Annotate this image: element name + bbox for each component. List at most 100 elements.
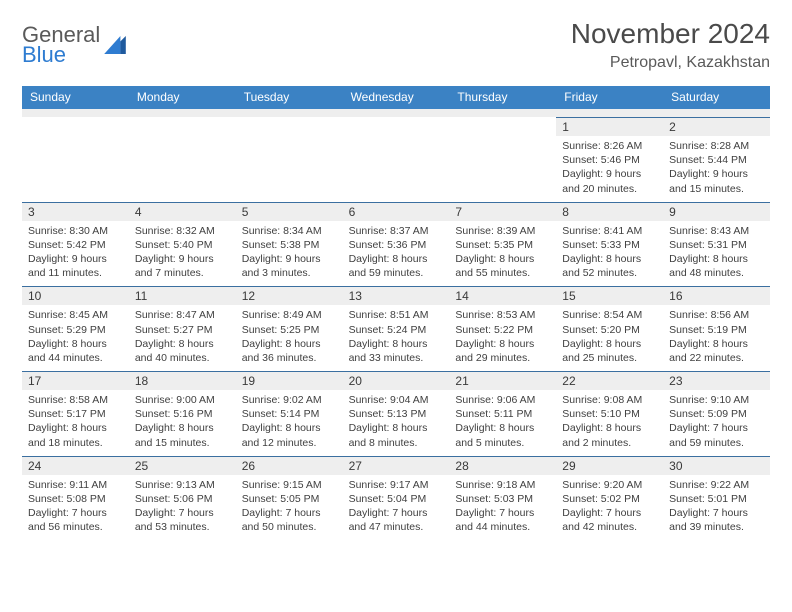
day-number: 16 — [663, 286, 770, 305]
sunrise-text: Sunrise: 8:51 AM — [349, 308, 444, 322]
sunrise-text: Sunrise: 8:26 AM — [562, 139, 657, 153]
sunset-text: Sunset: 5:05 PM — [242, 492, 337, 506]
sunset-text: Sunset: 5:31 PM — [669, 238, 764, 252]
calendar-day-cell: 12Sunrise: 8:49 AMSunset: 5:25 PMDayligh… — [236, 286, 343, 371]
day-number: 27 — [343, 456, 450, 475]
day-info: Sunrise: 9:08 AMSunset: 5:10 PMDaylight:… — [556, 390, 663, 456]
sunrise-text: Sunrise: 8:28 AM — [669, 139, 764, 153]
day-number: 18 — [129, 371, 236, 390]
day-info: Sunrise: 9:13 AMSunset: 5:06 PMDaylight:… — [129, 475, 236, 541]
daylight-line1: Daylight: 7 hours — [28, 506, 123, 520]
daylight-line1: Daylight: 8 hours — [455, 252, 550, 266]
calendar-day-cell — [343, 117, 450, 202]
daylight-line2: and 22 minutes. — [669, 351, 764, 365]
daylight-line2: and 12 minutes. — [242, 436, 337, 450]
daylight-line2: and 55 minutes. — [455, 266, 550, 280]
day-number: 14 — [449, 286, 556, 305]
header-spacer — [22, 109, 770, 117]
calendar-day-cell: 1Sunrise: 8:26 AMSunset: 5:46 PMDaylight… — [556, 117, 663, 202]
day-number: 20 — [343, 371, 450, 390]
daylight-line2: and 50 minutes. — [242, 520, 337, 534]
daylight-line1: Daylight: 7 hours — [135, 506, 230, 520]
sunset-text: Sunset: 5:29 PM — [28, 323, 123, 337]
sunrise-text: Sunrise: 8:47 AM — [135, 308, 230, 322]
day-number: 25 — [129, 456, 236, 475]
day-number: 22 — [556, 371, 663, 390]
sunset-text: Sunset: 5:25 PM — [242, 323, 337, 337]
daylight-line1: Daylight: 8 hours — [349, 252, 444, 266]
daylight-line1: Daylight: 8 hours — [135, 421, 230, 435]
daylight-line1: Daylight: 8 hours — [349, 337, 444, 351]
daylight-line2: and 8 minutes. — [349, 436, 444, 450]
daylight-line1: Daylight: 8 hours — [28, 421, 123, 435]
daylight-line1: Daylight: 8 hours — [562, 252, 657, 266]
day-number: 1 — [556, 117, 663, 136]
daylight-line1: Daylight: 8 hours — [562, 421, 657, 435]
sunset-text: Sunset: 5:02 PM — [562, 492, 657, 506]
day-info: Sunrise: 9:20 AMSunset: 5:02 PMDaylight:… — [556, 475, 663, 541]
day-number: 7 — [449, 202, 556, 221]
day-number: 3 — [22, 202, 129, 221]
day-info: Sunrise: 8:26 AMSunset: 5:46 PMDaylight:… — [556, 136, 663, 202]
sunrise-text: Sunrise: 9:06 AM — [455, 393, 550, 407]
day-number: 17 — [22, 371, 129, 390]
daylight-line1: Daylight: 8 hours — [669, 252, 764, 266]
sunrise-text: Sunrise: 8:45 AM — [28, 308, 123, 322]
calendar-day-cell: 16Sunrise: 8:56 AMSunset: 5:19 PMDayligh… — [663, 286, 770, 371]
dayname-monday: Monday — [129, 86, 236, 109]
title-block: November 2024 Petropavl, Kazakhstan — [571, 18, 770, 72]
sunrise-text: Sunrise: 8:56 AM — [669, 308, 764, 322]
day-info: Sunrise: 8:47 AMSunset: 5:27 PMDaylight:… — [129, 305, 236, 371]
day-number: 10 — [22, 286, 129, 305]
daylight-line1: Daylight: 9 hours — [669, 167, 764, 181]
logo-triangle-icon — [104, 36, 126, 54]
day-info: Sunrise: 8:39 AMSunset: 5:35 PMDaylight:… — [449, 221, 556, 287]
calendar-week-row: 24Sunrise: 9:11 AMSunset: 5:08 PMDayligh… — [22, 456, 770, 541]
day-info: Sunrise: 9:06 AMSunset: 5:11 PMDaylight:… — [449, 390, 556, 456]
calendar-day-cell: 2 Sunrise: 8:28 AMSunset: 5:44 PMDaylight… — [663, 117, 770, 202]
calendar-day-cell: 20Sunrise: 9:04 AMSunset: 5:13 PMDayligh… — [343, 371, 450, 456]
day-info: Sunrise: 8:56 AMSunset: 5:19 PMDaylight:… — [663, 305, 770, 371]
day-info: Sunrise: 9:02 AMSunset: 5:14 PMDaylight:… — [236, 390, 343, 456]
calendar-day-cell: 8Sunrise: 8:41 AMSunset: 5:33 PMDaylight… — [556, 202, 663, 287]
sunrise-text: Sunrise: 9:18 AM — [455, 478, 550, 492]
daylight-line2: and 15 minutes. — [135, 436, 230, 450]
day-number: 2 — [663, 117, 770, 136]
logo-text-blue: Blue — [22, 44, 100, 66]
sunset-text: Sunset: 5:19 PM — [669, 323, 764, 337]
daylight-line2: and 11 minutes. — [28, 266, 123, 280]
day-info: Sunrise: 8:51 AMSunset: 5:24 PMDaylight:… — [343, 305, 450, 371]
day-info: Sunrise: 8:37 AMSunset: 5:36 PMDaylight:… — [343, 221, 450, 287]
calendar-day-cell: 14Sunrise: 8:53 AMSunset: 5:22 PMDayligh… — [449, 286, 556, 371]
calendar-week-row: 3Sunrise: 8:30 AMSunset: 5:42 PMDaylight… — [22, 202, 770, 287]
daylight-line2: and 53 minutes. — [135, 520, 230, 534]
daylight-line1: Daylight: 9 hours — [562, 167, 657, 181]
daylight-line1: Daylight: 8 hours — [349, 421, 444, 435]
day-number: 30 — [663, 456, 770, 475]
daylight-line2: and 44 minutes. — [28, 351, 123, 365]
dayname-thursday: Thursday — [449, 86, 556, 109]
day-info: Sunrise: 9:18 AMSunset: 5:03 PMDaylight:… — [449, 475, 556, 541]
daylight-line2: and 20 minutes. — [562, 182, 657, 196]
sunset-text: Sunset: 5:20 PM — [562, 323, 657, 337]
calendar-day-cell — [449, 117, 556, 202]
calendar-week-row: 1Sunrise: 8:26 AMSunset: 5:46 PMDaylight… — [22, 117, 770, 202]
sunset-text: Sunset: 5:06 PM — [135, 492, 230, 506]
sunset-text: Sunset: 5:44 PM — [669, 153, 764, 167]
sunset-text: Sunset: 5:09 PM — [669, 407, 764, 421]
daylight-line2: and 44 minutes. — [455, 520, 550, 534]
sunrise-text: Sunrise: 9:22 AM — [669, 478, 764, 492]
day-number: 12 — [236, 286, 343, 305]
calendar-week-row: 17Sunrise: 8:58 AMSunset: 5:17 PMDayligh… — [22, 371, 770, 456]
day-number: 15 — [556, 286, 663, 305]
daylight-line2: and 47 minutes. — [349, 520, 444, 534]
sunrise-text: Sunrise: 9:11 AM — [28, 478, 123, 492]
calendar-day-cell: 6Sunrise: 8:37 AMSunset: 5:36 PMDaylight… — [343, 202, 450, 287]
daylight-line1: Daylight: 7 hours — [242, 506, 337, 520]
sunrise-text: Sunrise: 8:34 AM — [242, 224, 337, 238]
calendar-page: General Blue November 2024 Petropavl, Ka… — [0, 0, 792, 550]
sunset-text: Sunset: 5:24 PM — [349, 323, 444, 337]
day-number: 11 — [129, 286, 236, 305]
daylight-line1: Daylight: 7 hours — [455, 506, 550, 520]
calendar-day-cell: 21Sunrise: 9:06 AMSunset: 5:11 PMDayligh… — [449, 371, 556, 456]
